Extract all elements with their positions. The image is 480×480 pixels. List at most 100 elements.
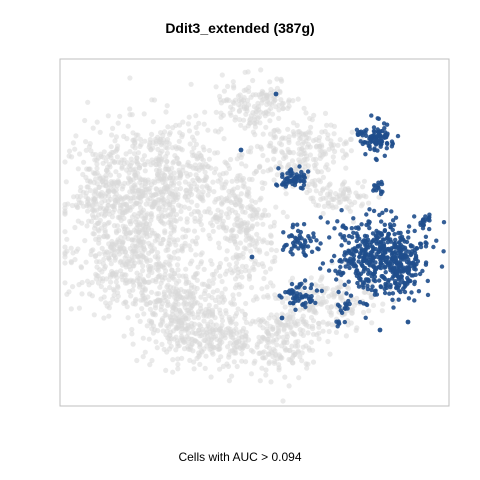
cell-point <box>314 332 320 338</box>
cell-point <box>264 240 271 246</box>
active-cell-point <box>416 289 422 294</box>
cell-point <box>138 141 144 147</box>
active-cell-point <box>377 240 382 245</box>
cell-point <box>168 224 174 230</box>
active-cell-point <box>358 271 364 276</box>
active-cell-point <box>392 232 397 237</box>
active-cell-point <box>392 251 397 256</box>
cell-point <box>263 124 269 130</box>
cell-point <box>132 172 138 178</box>
cell-point <box>239 358 245 364</box>
cell-point <box>191 366 197 372</box>
active-cell-point <box>382 286 387 292</box>
active-cell-point <box>347 265 352 271</box>
cell-point <box>188 81 194 87</box>
cell-point <box>246 176 252 182</box>
cell-point <box>345 285 351 291</box>
active-cell-point <box>378 245 383 250</box>
active-cell-point <box>385 236 391 241</box>
cell-point <box>274 319 280 325</box>
cell-point <box>305 330 311 336</box>
cell-point <box>264 94 270 100</box>
active-cell-point <box>378 260 383 265</box>
active-cell-point <box>318 241 323 246</box>
active-cell-point <box>302 252 307 258</box>
cell-point <box>179 147 185 153</box>
active-cell-point <box>427 212 432 217</box>
cell-point <box>102 229 108 235</box>
cell-point <box>133 234 139 240</box>
cell-point <box>286 383 292 389</box>
cell-point <box>176 138 182 144</box>
active-cell-point <box>400 269 406 274</box>
cell-point <box>101 149 107 155</box>
cell-point <box>272 254 278 260</box>
cell-point <box>193 252 199 258</box>
cell-point <box>210 351 216 357</box>
cell-point <box>74 204 80 210</box>
cell-point <box>161 289 167 295</box>
active-cell-point <box>338 264 343 270</box>
cell-point <box>136 254 142 261</box>
cell-point <box>129 188 136 194</box>
cell-point <box>309 117 315 123</box>
active-cell-point <box>362 241 367 246</box>
cell-point <box>132 166 139 172</box>
active-cell-point <box>351 230 356 235</box>
active-cell-point <box>425 278 430 284</box>
cell-point <box>83 194 89 200</box>
cell-point <box>155 233 161 239</box>
cell-point <box>92 196 98 202</box>
cell-point <box>264 251 270 257</box>
cell-point <box>201 147 207 153</box>
cell-point <box>123 151 129 157</box>
cell-point <box>62 251 68 257</box>
cell-point <box>146 268 153 274</box>
cell-point <box>166 205 173 211</box>
cell-point <box>361 178 367 184</box>
cell-point <box>180 226 186 232</box>
cell-point <box>147 306 153 312</box>
cell-point <box>232 117 238 123</box>
cell-point <box>186 205 192 211</box>
cell-point <box>237 199 243 205</box>
active-cell-point <box>396 248 402 253</box>
cell-point <box>191 284 197 290</box>
cell-point <box>242 69 248 75</box>
cell-point <box>295 96 301 102</box>
cell-point <box>193 172 199 178</box>
cell-point <box>185 227 191 233</box>
cell-point <box>186 243 192 249</box>
cell-point <box>84 223 90 229</box>
active-cell-point <box>342 282 347 287</box>
active-cell-point <box>423 214 428 219</box>
active-cell-point <box>355 244 361 249</box>
active-cell-point <box>376 116 381 122</box>
cell-point <box>212 297 219 303</box>
active-cell-point <box>379 232 385 238</box>
cell-point <box>115 283 121 289</box>
cell-point <box>237 92 243 98</box>
cell-point <box>124 304 130 310</box>
active-cell-point <box>381 243 386 249</box>
cell-point <box>149 227 155 233</box>
cell-point <box>76 305 82 311</box>
cell-point <box>239 351 245 357</box>
active-cell-point <box>375 148 380 153</box>
active-cell-point <box>383 270 388 275</box>
cell-point <box>347 189 353 195</box>
cell-point <box>235 306 241 312</box>
cell-point <box>126 230 132 236</box>
cell-point <box>341 155 347 161</box>
active-cell-point <box>364 127 369 132</box>
active-cell-point <box>420 268 425 274</box>
active-cell-point <box>386 277 391 283</box>
cell-point <box>194 270 200 276</box>
cell-point <box>281 327 287 333</box>
active-cell-point <box>372 129 377 135</box>
cell-point <box>177 216 184 222</box>
active-cell-point <box>420 219 425 224</box>
cell-point <box>164 103 170 109</box>
active-cell-point <box>370 231 376 236</box>
active-cell-point <box>398 289 403 295</box>
